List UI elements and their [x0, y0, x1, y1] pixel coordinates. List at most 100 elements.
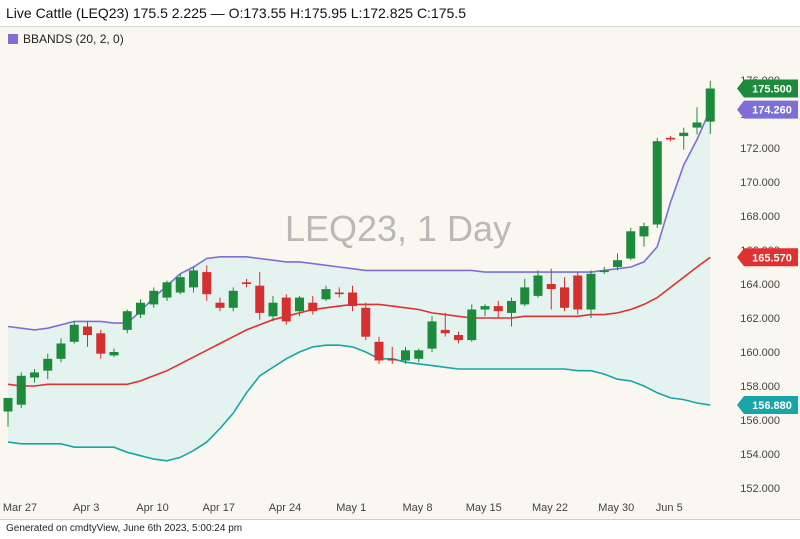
candle-body — [387, 358, 397, 361]
candle — [295, 295, 304, 317]
indicator-label: BBANDS (20, 2, 0) — [23, 32, 124, 46]
candle — [175, 273, 185, 295]
candle-body — [83, 326, 92, 335]
candle-body — [705, 88, 715, 122]
x-tick-label: May 8 — [403, 502, 433, 514]
candle — [533, 270, 543, 298]
candle — [189, 267, 198, 293]
x-tick-label: Apr 24 — [269, 502, 301, 514]
candle-body — [639, 226, 649, 237]
candle-body — [666, 137, 675, 140]
candle — [652, 137, 662, 228]
candle-body — [175, 277, 185, 293]
price-label-tag — [737, 100, 798, 119]
candle-body — [467, 309, 477, 341]
candlestick-series — [3, 80, 715, 427]
candle-body — [361, 307, 371, 337]
candle — [255, 272, 265, 320]
candle-body — [334, 292, 344, 295]
candle-body — [295, 297, 304, 312]
candle-body — [652, 141, 662, 225]
price-labels: 175.500 174.260 165.570 156.880 — [737, 79, 798, 415]
candle — [268, 295, 278, 322]
candle — [599, 267, 609, 274]
candle-body — [573, 275, 583, 310]
candle-body — [520, 287, 530, 305]
candle-body — [507, 301, 516, 313]
indicator-color-swatch — [8, 34, 18, 44]
candle-body — [546, 284, 556, 290]
candle-body — [16, 375, 26, 405]
price-label-text: 156.880 — [752, 400, 792, 412]
candle-body — [374, 341, 384, 361]
candle-body — [414, 350, 424, 359]
x-tick-label: May 30 — [598, 502, 634, 514]
candle-body — [454, 335, 463, 341]
chart-title: Live Cattle (LEQ23) 175.5 2.225 — O:173.… — [6, 5, 466, 21]
lower-band-line — [7, 344, 711, 462]
price-label-tag — [737, 396, 798, 415]
candle-body — [43, 358, 53, 371]
price-label-text: 175.500 — [752, 84, 792, 96]
candle-body — [533, 275, 543, 296]
price-label: 156.880 — [737, 396, 798, 415]
candle — [215, 297, 225, 312]
candle — [202, 265, 212, 301]
price-label-tag — [737, 79, 798, 98]
candle-body — [626, 231, 636, 259]
candle — [493, 301, 503, 318]
price-label-text: 174.260 — [752, 105, 792, 117]
candle — [56, 338, 66, 363]
candle-body — [692, 122, 702, 128]
candle — [586, 270, 596, 318]
candle — [573, 272, 583, 315]
candle — [546, 268, 556, 310]
candle-body — [56, 343, 66, 359]
candle — [361, 302, 371, 341]
candle-body — [613, 260, 622, 267]
y-tick-label: 164.000 — [740, 279, 780, 291]
candle-body — [189, 270, 198, 288]
chart-header: Live Cattle (LEQ23) 175.5 2.225 — O:173.… — [0, 0, 800, 27]
y-tick-label: 172.000 — [740, 143, 780, 155]
candle — [281, 294, 291, 325]
candle-body — [69, 324, 79, 342]
candle-body — [255, 285, 265, 313]
candle — [69, 321, 79, 344]
candle — [109, 348, 119, 358]
candle-body — [162, 282, 172, 298]
candle-body — [3, 397, 13, 412]
candle-body — [202, 272, 212, 295]
candle — [16, 372, 26, 409]
candle — [96, 329, 106, 359]
candle-body — [586, 273, 596, 310]
candle — [242, 278, 251, 288]
candle — [387, 346, 397, 364]
candle — [705, 80, 715, 134]
y-tick-label: 168.000 — [740, 211, 780, 223]
candle — [228, 287, 238, 312]
y-tick-label: 154.000 — [740, 449, 780, 461]
candle — [639, 222, 649, 247]
candle — [679, 127, 689, 150]
footer-bar: Generated on cmdtyView, June 6th 2023, 5… — [0, 519, 800, 539]
candle — [467, 304, 477, 342]
chart-watermark: LEQ23, 1 Day — [285, 208, 511, 249]
candle-body — [215, 302, 225, 308]
indicator-legend[interactable]: BBANDS (20, 2, 0) — [8, 32, 124, 46]
candle — [149, 287, 159, 308]
candle — [613, 253, 622, 271]
y-tick-label: 160.000 — [740, 347, 780, 359]
candle — [480, 304, 490, 317]
candle — [43, 353, 53, 380]
candle — [427, 316, 437, 352]
candle-body — [493, 306, 503, 312]
candle — [560, 277, 569, 312]
price-chart[interactable]: LEQ23, 1 Day 152.000 154.000 156.000 158.00… — [0, 26, 800, 519]
candle — [507, 297, 516, 327]
candle — [83, 321, 92, 347]
date-axis: Mar 27 Apr 3 Apr 10 Apr 17 Apr 24 May 1 May 8 M… — [3, 502, 683, 514]
band-fill — [8, 109, 711, 461]
price-label: 174.260 — [737, 100, 798, 119]
x-tick-label: May 22 — [532, 502, 568, 514]
